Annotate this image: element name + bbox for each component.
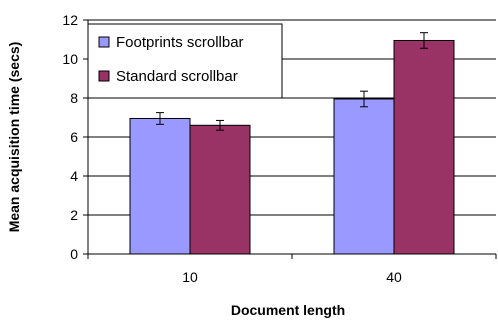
y-tick-label: 2 [70, 207, 78, 223]
bar [189, 124, 251, 255]
error-bars [156, 32, 428, 131]
bar [129, 117, 191, 255]
x-axis-title: Document length [231, 302, 345, 318]
y-tick-labels: 0 2 4 6 8 10 12 [62, 12, 78, 262]
bar [333, 98, 395, 255]
legend: Footprints scrollbar Standard scrollbar [87, 23, 283, 99]
y-tick-label: 12 [62, 12, 78, 28]
y-axis-title: Mean acquisition time (secs) [6, 42, 22, 233]
y-tick-label: 8 [70, 90, 78, 106]
x-tick-label: 40 [386, 269, 402, 285]
bar [393, 39, 455, 255]
y-tick-label: 4 [70, 168, 78, 184]
legend-swatch [98, 70, 110, 82]
x-tick-label: 10 [182, 269, 198, 285]
x-tick-labels: 10 40 [182, 269, 402, 285]
legend-label: Footprints scrollbar [116, 34, 244, 51]
y-tick-label: 6 [70, 129, 78, 145]
y-tick-label: 10 [62, 51, 78, 67]
legend-box [87, 23, 283, 99]
legend-label: Standard scrollbar [116, 68, 238, 85]
axes [83, 19, 497, 259]
legend-swatch [98, 36, 110, 48]
y-tick-label: 0 [70, 246, 78, 262]
